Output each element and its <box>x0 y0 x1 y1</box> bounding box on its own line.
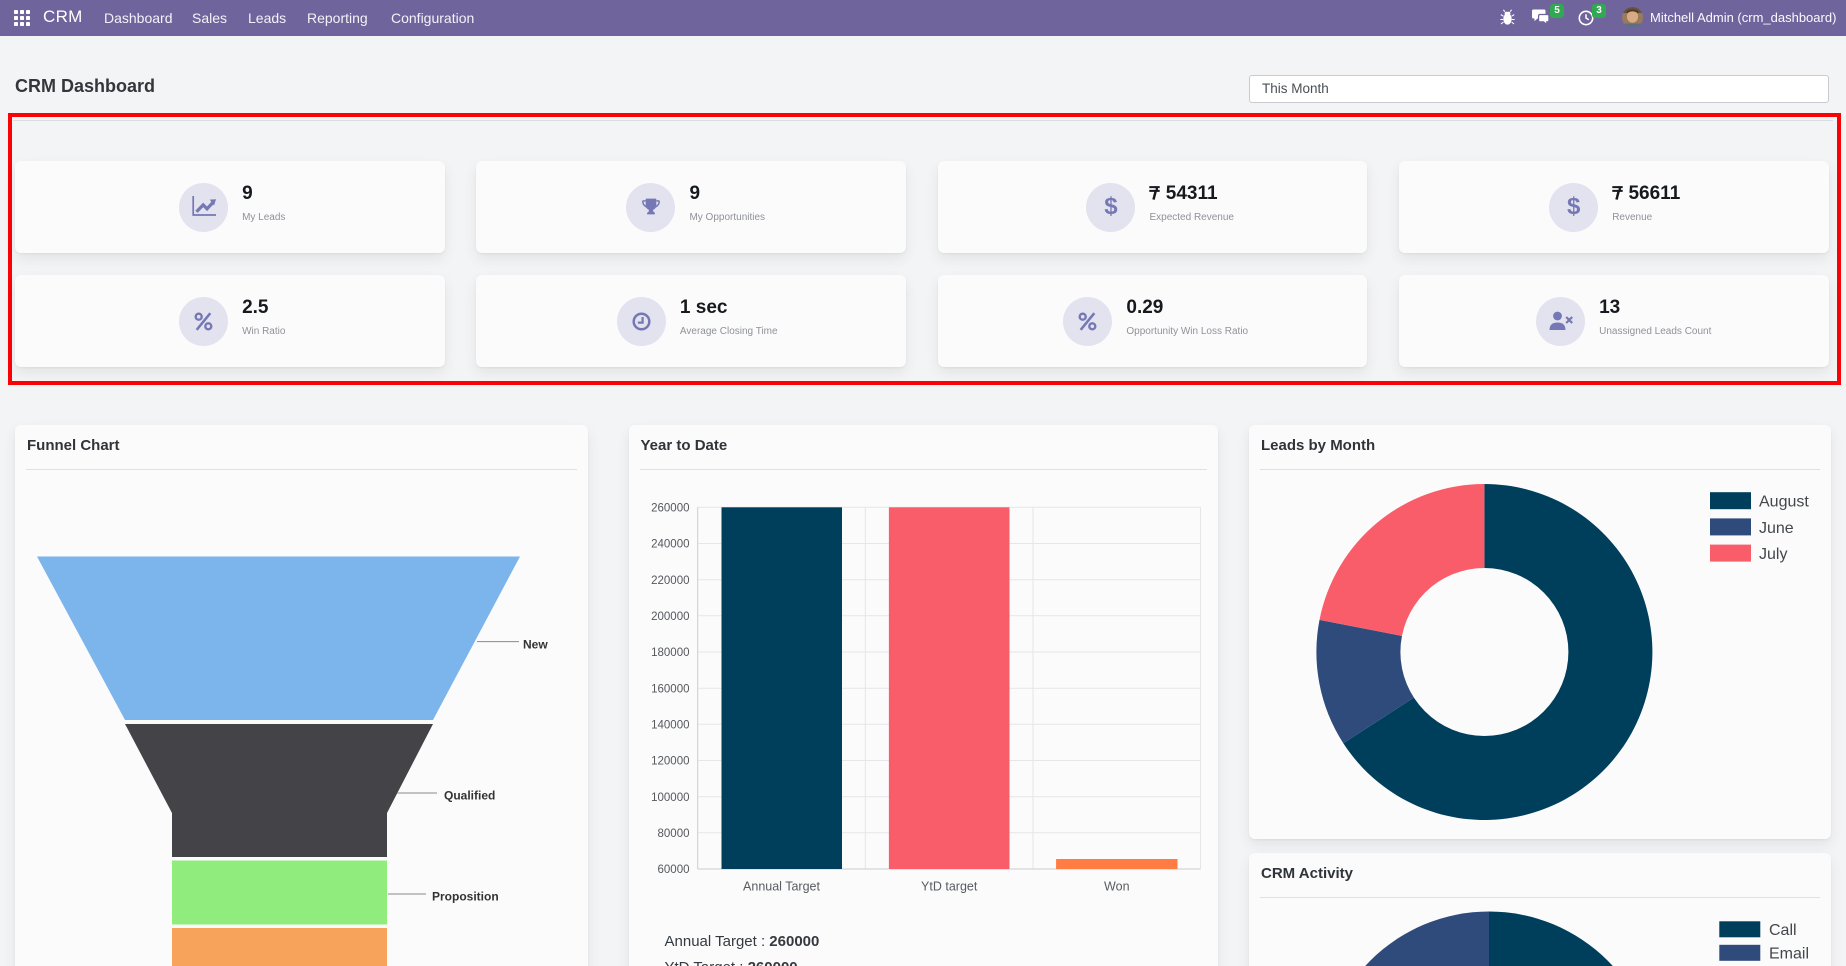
svg-text:80000: 80000 <box>657 828 689 840</box>
svg-text:60000: 60000 <box>657 864 689 876</box>
svg-text:180000: 180000 <box>651 647 689 659</box>
svg-text:100000: 100000 <box>651 792 689 804</box>
svg-text:160000: 160000 <box>651 683 689 695</box>
svg-text:220000: 220000 <box>651 575 689 587</box>
svg-text:July: July <box>1759 546 1787 563</box>
svg-text:200000: 200000 <box>651 611 689 623</box>
svg-text:Won: Won <box>1104 880 1130 894</box>
svg-text:240000: 240000 <box>651 539 689 551</box>
svg-text:260000: 260000 <box>651 503 689 515</box>
svg-text:Qualified: Qualified <box>444 789 495 803</box>
svg-text:120000: 120000 <box>651 756 689 768</box>
svg-text:YtD Target : 260000: YtD Target : 260000 <box>664 959 797 966</box>
svg-text:Annual Target : 260000: Annual Target : 260000 <box>664 933 819 950</box>
svg-text:Email: Email <box>1769 945 1809 962</box>
svg-text:YtD target: YtD target <box>921 880 978 894</box>
svg-text:Call: Call <box>1769 922 1797 939</box>
svg-text:Annual Target: Annual Target <box>743 880 820 894</box>
svg-text:New: New <box>523 638 548 652</box>
svg-text:August: August <box>1759 494 1809 511</box>
svg-text:Proposition: Proposition <box>432 890 499 904</box>
svg-text:June: June <box>1759 520 1794 537</box>
svg-text:140000: 140000 <box>651 720 689 732</box>
